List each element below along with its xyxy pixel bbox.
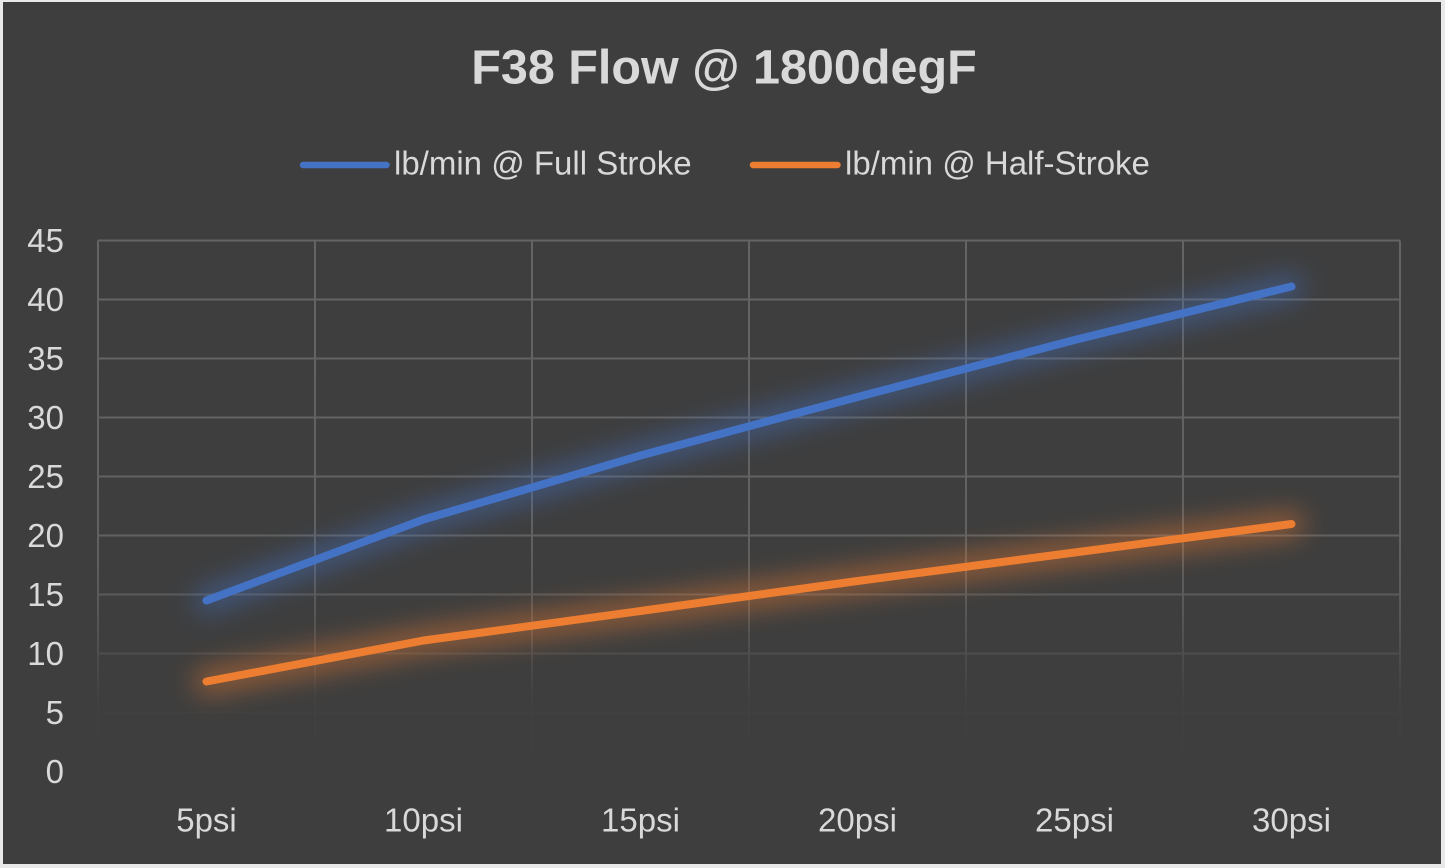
- svg-text:25: 25: [27, 458, 64, 495]
- svg-text:5: 5: [46, 694, 64, 731]
- svg-text:0: 0: [46, 753, 64, 790]
- svg-text:40: 40: [27, 281, 64, 318]
- svg-text:lb/min @ Full Stroke: lb/min @ Full Stroke: [394, 145, 692, 182]
- svg-text:5psi: 5psi: [176, 802, 237, 839]
- svg-text:15: 15: [27, 576, 64, 613]
- svg-text:25psi: 25psi: [1035, 802, 1114, 839]
- svg-text:10: 10: [27, 635, 64, 672]
- svg-text:20: 20: [27, 517, 64, 554]
- svg-text:10psi: 10psi: [384, 802, 463, 839]
- svg-text:30psi: 30psi: [1252, 802, 1331, 839]
- svg-text:lb/min @ Half-Stroke: lb/min @ Half-Stroke: [845, 145, 1150, 182]
- svg-text:15psi: 15psi: [601, 802, 680, 839]
- svg-text:35: 35: [27, 340, 64, 377]
- svg-text:30: 30: [27, 399, 64, 436]
- svg-text:20psi: 20psi: [818, 802, 897, 839]
- svg-text:F38 Flow @ 1800degF: F38 Flow @ 1800degF: [471, 41, 977, 95]
- svg-text:45: 45: [27, 222, 64, 259]
